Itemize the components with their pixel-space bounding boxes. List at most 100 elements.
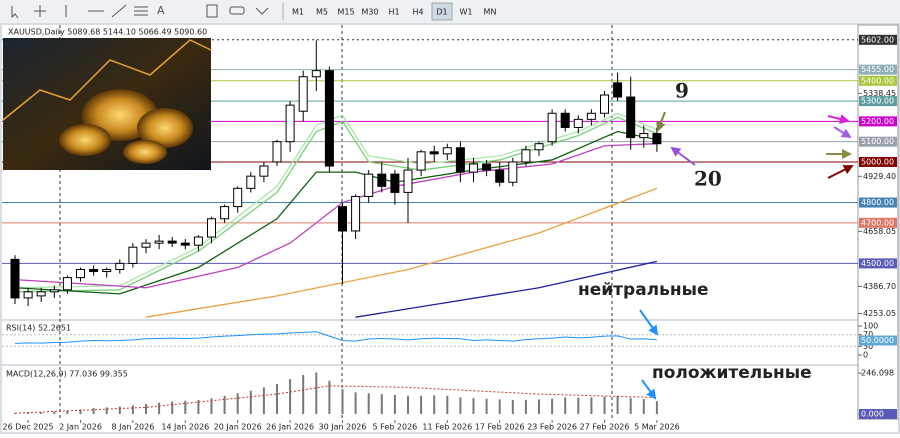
level-label-box	[859, 156, 897, 167]
macd-bar	[184, 400, 187, 415]
candle-body	[469, 163, 478, 173]
timeframe-button[interactable]: D1	[436, 8, 447, 17]
symbol-header: XAUUSD,Daily 5089.68 5144.10 5066.49 509…	[8, 28, 207, 37]
cursor-tool[interactable]	[11, 6, 19, 19]
macd-label: MACD(12,26,9) 77.036 99.355	[6, 370, 128, 379]
text-tool[interactable]: A	[157, 4, 165, 17]
macd-bar	[262, 387, 265, 415]
toolbar-icons: A	[11, 4, 269, 19]
candle-body	[495, 169, 505, 183]
rsi-panel	[2, 321, 858, 364]
x-tick-label: 20 Jan 2026	[214, 423, 262, 432]
x-tick-label: 23 Feb 2026	[527, 423, 577, 432]
macd-tick-label: 0.000	[861, 410, 884, 419]
candle-body	[285, 104, 295, 143]
time-axis	[2, 420, 898, 432]
level-label: 5400.00	[861, 76, 894, 85]
timeframe-button[interactable]: H4	[412, 8, 423, 17]
macd-bar	[367, 393, 370, 415]
timeframe-button[interactable]: H1	[388, 8, 399, 17]
macd-bar	[131, 405, 134, 415]
rsi-tick-label: 0	[863, 351, 868, 360]
candle-body	[76, 269, 85, 279]
macd-bar	[341, 389, 344, 415]
x-tick-label: 14 Jan 2026	[161, 423, 209, 432]
x-tick-label: 27 Feb 2026	[580, 423, 630, 432]
candle-body	[390, 173, 400, 193]
macd-bar	[655, 401, 658, 415]
macd-bar	[328, 380, 331, 415]
candle-body	[652, 133, 662, 145]
more-tools[interactable]	[255, 7, 269, 15]
rsi-level-box	[859, 335, 897, 346]
macd-tick-label: 246.098	[861, 369, 894, 378]
timeframe-button[interactable]: MN	[484, 8, 497, 17]
x-tick-label: 26 Jan 2026	[266, 423, 314, 432]
x-tick-label: 26 Dec 2025	[3, 423, 54, 432]
level-label-box	[859, 136, 897, 147]
timeframe-button[interactable]: M5	[316, 8, 328, 17]
candle-body	[115, 262, 125, 271]
candle-body	[220, 206, 230, 220]
moving-average	[14, 130, 658, 295]
macd-bar	[249, 390, 252, 415]
rsi-level-label: 50.0000	[861, 336, 894, 345]
candle-body	[36, 291, 46, 297]
candle-body	[311, 70, 321, 78]
macd-bar	[407, 395, 409, 415]
candle-body	[429, 151, 439, 155]
candle-body	[403, 169, 413, 193]
macd-bar	[354, 392, 357, 415]
level-label: 4800.00	[861, 198, 894, 207]
y-tick-label: 4658.05	[863, 227, 896, 236]
macd-bar	[40, 412, 43, 415]
thumbnail-image	[2, 38, 212, 170]
macd-bar	[315, 372, 318, 415]
crosshair-tool[interactable]	[34, 5, 46, 17]
candle-body	[324, 70, 334, 167]
candle-body	[141, 242, 151, 248]
macd-signal	[14, 385, 657, 414]
macd-bar	[551, 398, 554, 415]
level-label: 5455.00	[861, 65, 894, 74]
level-label-box	[859, 116, 897, 127]
shape-tool[interactable]	[229, 6, 245, 15]
level-arrows	[639, 111, 854, 400]
moving-average	[355, 260, 658, 318]
macd-zero-box	[859, 409, 897, 420]
macd-bar	[105, 407, 108, 415]
macd-bar	[498, 399, 501, 415]
candle-body	[560, 112, 570, 128]
candle-body	[154, 240, 164, 244]
macd-bar	[485, 398, 488, 415]
timeframe-button[interactable]: W1	[460, 8, 473, 17]
candle-body	[482, 163, 492, 171]
channel-tool[interactable]	[134, 6, 148, 16]
trendline-tool[interactable]	[111, 4, 127, 18]
candle-body	[128, 246, 138, 264]
x-tick-label: 2 Jan 2026	[59, 423, 102, 432]
candle-body	[180, 242, 190, 246]
y-tick-label: 4386.70	[863, 282, 896, 291]
candle-body	[233, 187, 243, 208]
timeframe-button[interactable]: M15	[337, 8, 354, 17]
x-tick-label: 5 Feb 2026	[373, 423, 418, 432]
label-tool[interactable]	[206, 4, 218, 18]
candle-body	[547, 112, 557, 143]
macd-bar	[459, 397, 462, 415]
macd-bar	[66, 410, 69, 415]
candle-body	[89, 269, 99, 273]
macd-bar	[446, 395, 449, 415]
level-label-box	[859, 258, 897, 269]
timeframe-button[interactable]: M30	[361, 8, 378, 17]
timeframe-button[interactable]: M1	[292, 8, 304, 17]
candle-body	[377, 173, 387, 187]
macd-bar	[420, 395, 423, 415]
candle-body	[416, 151, 426, 171]
candle-body	[613, 82, 623, 98]
y-tick-label: 4929.40	[863, 172, 896, 181]
candle-body	[272, 141, 282, 163]
macd-bar	[577, 397, 580, 415]
macd-bar	[118, 406, 121, 415]
annotation: 9	[675, 79, 689, 103]
